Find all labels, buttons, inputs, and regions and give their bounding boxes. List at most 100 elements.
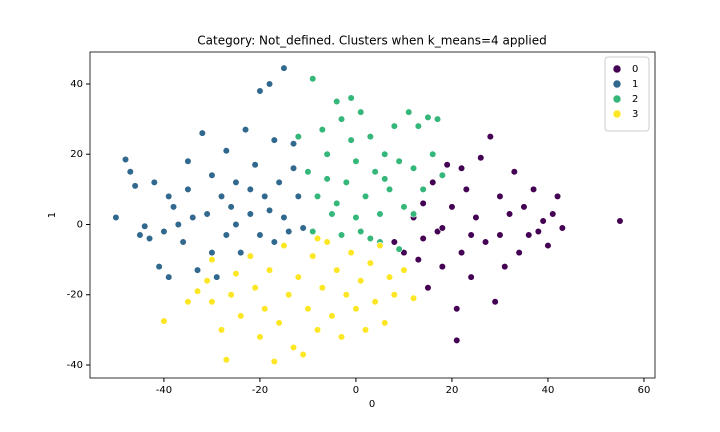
point — [285, 227, 293, 236]
point — [539, 217, 547, 225]
point — [261, 305, 269, 313]
point — [385, 185, 394, 193]
point — [616, 217, 624, 225]
point — [419, 199, 427, 208]
point — [246, 185, 254, 193]
point — [126, 168, 134, 176]
point — [438, 263, 446, 271]
point — [131, 182, 139, 190]
point — [265, 266, 274, 274]
point — [165, 192, 173, 200]
point — [443, 161, 451, 169]
point — [304, 305, 312, 313]
point — [323, 238, 331, 246]
point — [280, 241, 288, 250]
point — [347, 94, 355, 102]
point — [433, 115, 442, 123]
point — [496, 231, 504, 239]
point — [227, 291, 235, 299]
point — [189, 213, 197, 222]
legend-marker — [612, 79, 622, 89]
point — [289, 343, 298, 352]
point — [357, 277, 365, 285]
point — [318, 284, 326, 292]
point — [361, 326, 370, 334]
point — [390, 291, 398, 299]
point — [222, 356, 230, 364]
point — [337, 115, 346, 123]
point — [141, 222, 149, 230]
point — [486, 133, 494, 141]
point — [453, 305, 461, 313]
point — [208, 298, 216, 306]
point — [395, 245, 403, 253]
point — [419, 234, 427, 243]
point — [265, 206, 274, 215]
point — [433, 227, 442, 236]
x-tick-label: -20 — [252, 385, 268, 396]
point — [381, 319, 389, 327]
point — [256, 87, 264, 95]
y-tick-label: -20 — [67, 290, 83, 301]
point — [429, 178, 437, 186]
point — [414, 256, 422, 264]
point — [232, 270, 240, 278]
point — [309, 75, 317, 83]
point — [222, 231, 230, 239]
point — [289, 164, 298, 172]
point — [208, 256, 216, 264]
point — [323, 175, 331, 183]
point — [299, 350, 307, 359]
point — [429, 150, 437, 158]
point — [136, 231, 144, 239]
point — [400, 248, 408, 257]
point — [438, 224, 446, 232]
point — [366, 259, 374, 267]
point — [419, 185, 427, 193]
point — [534, 227, 542, 236]
point — [112, 213, 120, 222]
point — [409, 210, 418, 218]
point — [333, 97, 341, 106]
point — [328, 210, 336, 218]
point — [357, 108, 365, 116]
point — [160, 227, 168, 236]
point — [241, 126, 250, 134]
legend-label: 0 — [632, 64, 638, 75]
point — [424, 113, 432, 121]
point — [390, 122, 398, 130]
point — [414, 122, 422, 130]
x-axis-label: 0 — [369, 399, 375, 410]
point — [352, 305, 360, 313]
y-tick-label: -40 — [67, 360, 83, 371]
point — [217, 192, 226, 200]
point — [246, 252, 254, 260]
point — [121, 155, 130, 164]
point — [275, 319, 283, 327]
point — [453, 336, 461, 345]
point — [323, 150, 331, 158]
y-tick-label: 40 — [70, 79, 83, 90]
point — [165, 273, 173, 281]
point — [246, 210, 254, 218]
point — [472, 213, 480, 222]
point — [203, 277, 211, 285]
point — [213, 273, 221, 281]
point — [525, 231, 533, 239]
point — [208, 171, 216, 179]
point — [457, 248, 466, 257]
point — [237, 248, 245, 257]
point — [309, 227, 317, 236]
point — [337, 231, 346, 239]
point — [169, 203, 178, 211]
x-tick-label: 0 — [353, 385, 359, 396]
point — [467, 231, 475, 239]
point — [304, 168, 312, 176]
point — [515, 248, 523, 257]
legend-box — [604, 56, 650, 132]
point — [501, 263, 509, 271]
x-tick-label: 40 — [542, 385, 555, 396]
point — [280, 213, 288, 222]
